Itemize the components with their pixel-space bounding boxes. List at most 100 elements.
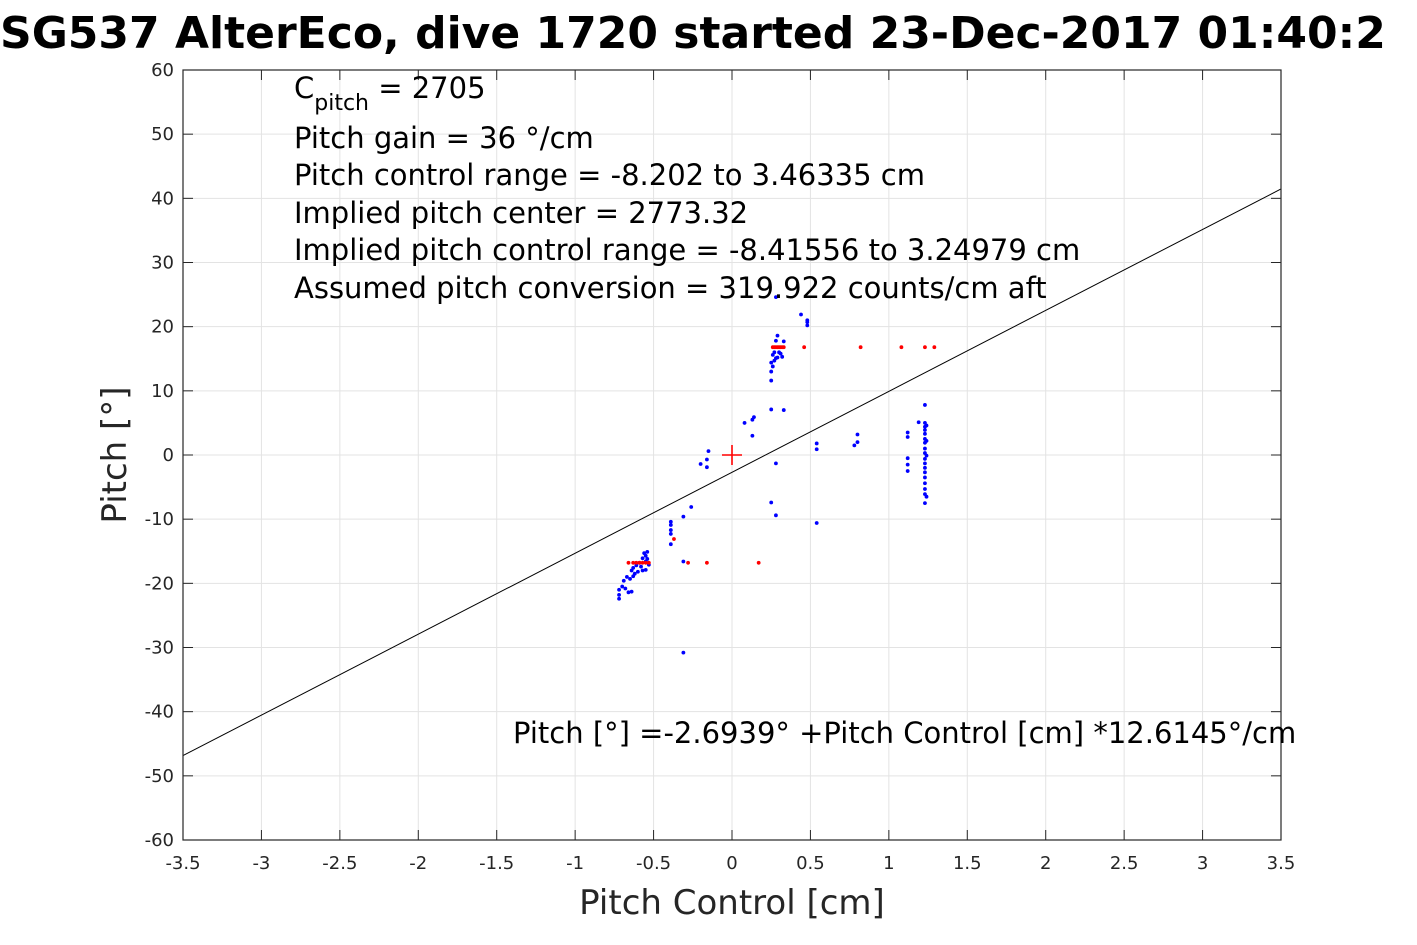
observed-point [769,360,774,365]
observed-point [805,320,810,325]
observed-point [643,567,648,572]
observed-point [668,532,673,536]
observed-point [643,553,648,558]
observed-point [681,650,686,655]
observed-point [855,440,860,445]
flagged-point [637,560,642,565]
observed-point [799,312,803,317]
y-tick-label: 0 [163,445,174,466]
flagged-point [705,560,709,565]
x-tick-label: -2.5 [322,853,357,874]
observed-point [645,549,650,554]
flagged-point [626,560,631,565]
observed-point [769,378,774,383]
observed-point [698,462,703,466]
observed-point [923,470,927,475]
observed-point [705,457,709,462]
observed-point [626,590,631,595]
observed-point [923,456,927,461]
flagged-point [640,560,645,565]
observed-point [631,566,636,570]
observed-point [770,364,775,369]
observed-point [923,501,927,506]
flagged-point [899,345,904,350]
observed-point [775,355,780,360]
flagged-point [631,560,636,565]
observed-point [923,475,927,480]
observed-point [668,542,673,547]
observed-point [855,432,860,437]
observed-point [916,420,921,425]
observed-point [629,589,634,594]
observed-point [750,433,755,438]
observed-point [705,465,709,470]
annotation-implied-range: Implied pitch control range = -8.41556 t… [294,233,1080,267]
flagged-point [923,345,927,350]
flagged-point [643,560,648,565]
observed-point [924,494,929,499]
observed-point [620,584,625,589]
x-tick-label: -1.5 [479,853,514,874]
x-tick-label: 2.5 [1110,853,1139,874]
y-tick-label: -30 [145,638,174,659]
data-points [617,295,937,655]
observed-point [923,481,927,486]
observed-point [923,465,927,470]
annotation-block: Cpitch = 2705 Pitch gain = 36 °/cm Pitch… [294,71,1080,305]
y-tick-label: -50 [145,766,174,787]
observed-point [706,449,711,454]
observed-point [668,523,673,527]
x-tick-label: 0.5 [796,853,825,874]
observed-point [814,441,819,446]
observed-point [924,438,929,443]
observed-point [774,338,778,343]
observed-point [621,578,626,583]
x-axis-label: Pitch Control [cm] [579,883,885,923]
fit-line [182,188,1282,757]
observed-point [781,339,786,344]
x-axis-ticks: -3.5 -3 -2.5 -2 -1.5 -1 -0.5 0 0.5 1 1.5 2 2.5 3 3.5 [165,70,1295,874]
annotation-c-pitch: Cpitch = 2705 [294,71,486,116]
observed-point [814,447,819,452]
observed-point [905,462,910,467]
observed-point [632,571,637,576]
observed-point [625,575,629,579]
y-axis-ticks: 60 50 40 30 20 10 0 -10 -20 -30 -40 -50 -60 [145,60,1281,851]
observed-point [905,435,910,439]
observed-point [628,576,632,581]
observed-point [905,456,910,461]
x-tick-label: -2 [409,853,427,874]
observed-point [774,513,778,518]
observed-point [742,421,747,425]
observed-point [668,528,673,532]
y-tick-label: 30 [151,253,174,274]
observed-point [617,596,621,601]
y-tick-label: 40 [151,188,174,209]
flagged-point [858,345,863,350]
annotation-control-range: Pitch control range = -8.202 to 3.46335 … [294,158,925,192]
x-tick-label: 0 [726,853,737,874]
observed-point [923,487,927,491]
observed-point [924,453,929,458]
c-pitch-value: = 2705 [369,71,486,105]
observed-point [681,559,686,564]
observed-point [617,587,621,592]
observed-point [924,423,929,428]
observed-point [640,568,645,573]
observed-point [923,403,927,407]
observed-point [775,333,780,338]
observed-point [923,446,927,451]
y-tick-label: -60 [145,830,174,851]
observed-point [752,415,756,420]
observed-point [774,295,778,300]
flagged-point [781,345,786,350]
observed-point [780,354,785,359]
observed-point [769,369,774,374]
c-pitch-symbol: C [294,71,314,105]
observed-point [681,514,686,519]
fit-equation: Pitch [°] =-2.6939° +Pitch Control [cm] … [513,716,1296,750]
observed-point [923,461,927,466]
flagged-point [646,560,651,565]
observed-point [769,407,774,412]
